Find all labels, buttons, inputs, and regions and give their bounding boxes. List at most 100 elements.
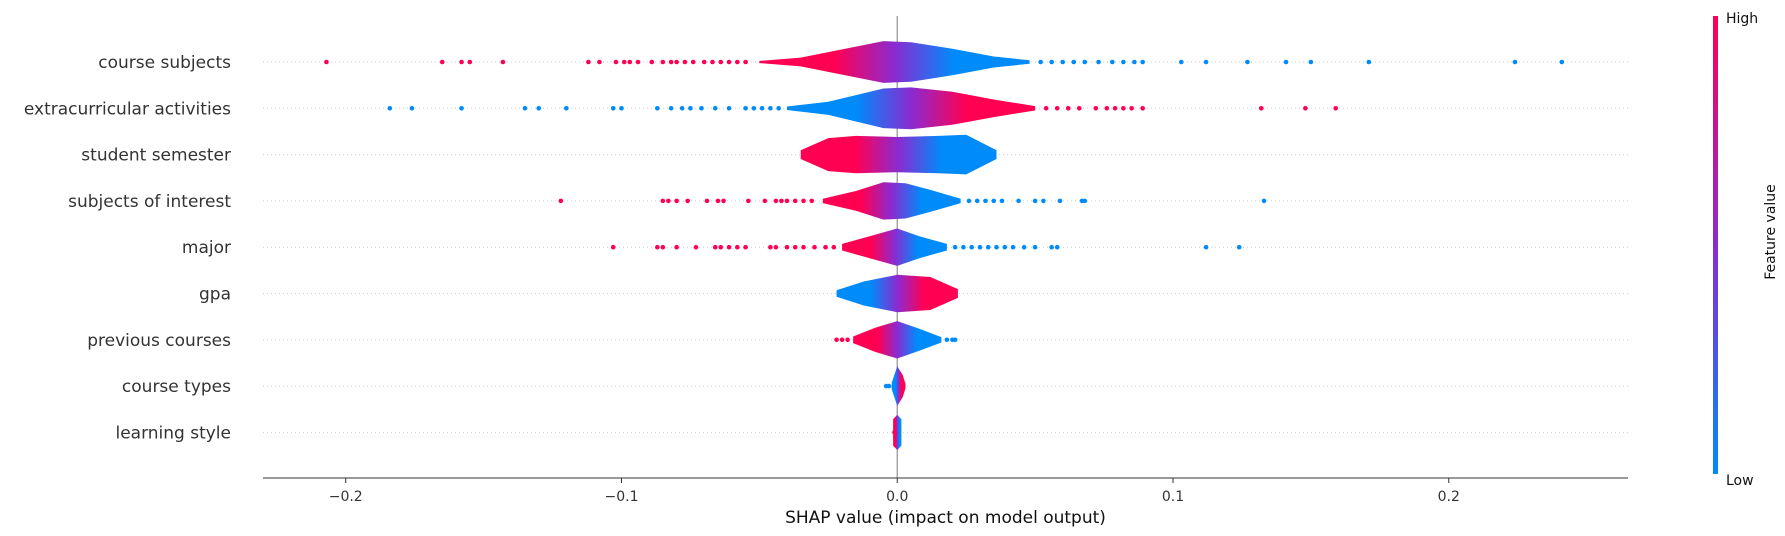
point-high-course-subjects-11 bbox=[649, 59, 655, 65]
violin-course-types bbox=[891, 366, 906, 406]
point-high-major-6 bbox=[718, 244, 724, 250]
point-low-course-subjects-14 bbox=[1308, 59, 1314, 65]
point-high-course-subjects-22 bbox=[743, 59, 748, 65]
point-high-major-0 bbox=[610, 244, 616, 250]
point-low-major-10 bbox=[1049, 244, 1054, 250]
point-low-course-subjects-1 bbox=[1049, 59, 1054, 65]
point-high-subjects-of-interest-9 bbox=[762, 198, 768, 204]
point-high-course-subjects-16 bbox=[690, 59, 696, 65]
point-high-course-subjects-21 bbox=[735, 59, 740, 65]
point-low-extracurricular-activities-8 bbox=[655, 106, 660, 111]
point-high-subjects-of-interest-2 bbox=[666, 198, 671, 204]
point-low-major-9 bbox=[1032, 244, 1038, 250]
violin-student-semester bbox=[800, 134, 997, 175]
x-tick-label-4: 0.2 bbox=[1438, 489, 1460, 505]
feature-labels: course subjects extracurricular activitie… bbox=[24, 53, 231, 443]
point-high-course-subjects-14 bbox=[674, 59, 679, 65]
feature-label-student-semester: student semester bbox=[81, 146, 231, 166]
point-low-extracurricular-activities-19 bbox=[776, 106, 781, 111]
point-high-extracurricular-activities-7 bbox=[1121, 106, 1126, 111]
colorbar-title: Feature value bbox=[1763, 184, 1779, 280]
point-low-extracurricular-activities-18 bbox=[768, 106, 773, 111]
colorbar: High Low Feature value bbox=[1713, 11, 1779, 489]
point-high-subjects-of-interest-1 bbox=[660, 198, 666, 204]
point-high-subjects-of-interest-3 bbox=[674, 198, 679, 204]
point-low-course-subjects-8 bbox=[1132, 59, 1137, 65]
point-low-subjects-of-interest-10 bbox=[1082, 198, 1088, 204]
point-low-major-12 bbox=[1203, 244, 1209, 250]
point-high-course-subjects-18 bbox=[710, 59, 715, 65]
point-high-course-subjects-19 bbox=[718, 59, 724, 65]
point-low-major-7 bbox=[1010, 244, 1016, 250]
feature-label-course-types: course types bbox=[122, 377, 231, 397]
point-low-major-5 bbox=[994, 244, 999, 250]
x-tick-label-2: 0.0 bbox=[886, 489, 908, 505]
point-low-subjects-of-interest-1 bbox=[974, 198, 980, 204]
point-low-previous-courses-2 bbox=[952, 337, 958, 343]
point-high-subjects-of-interest-13 bbox=[792, 198, 798, 204]
point-high-major-4 bbox=[693, 244, 699, 250]
point-high-course-subjects-7 bbox=[613, 59, 619, 65]
point-high-subjects-of-interest-10 bbox=[773, 198, 779, 204]
colorbar-high-label: High bbox=[1726, 11, 1758, 27]
point-high-major-7 bbox=[726, 244, 732, 250]
point-high-previous-courses-1 bbox=[839, 337, 845, 343]
point-low-extracurricular-activities-13 bbox=[712, 106, 718, 111]
point-high-extracurricular-activities-1 bbox=[1054, 106, 1060, 111]
point-low-major-11 bbox=[1054, 244, 1060, 250]
colorbar-low-label: Low bbox=[1726, 473, 1754, 489]
feature-label-major: major bbox=[182, 238, 231, 258]
point-high-course-subjects-6 bbox=[597, 59, 602, 65]
point-high-major-2 bbox=[660, 244, 666, 250]
point-low-extracurricular-activities-12 bbox=[699, 106, 704, 111]
point-low-major-4 bbox=[985, 244, 991, 250]
point-high-major-12 bbox=[784, 244, 790, 250]
point-high-major-11 bbox=[773, 244, 779, 250]
point-high-course-subjects-4 bbox=[500, 59, 506, 65]
point-high-course-subjects-20 bbox=[726, 59, 732, 65]
point-high-extracurricular-activities-9 bbox=[1140, 106, 1145, 111]
point-high-subjects-of-interest-15 bbox=[809, 198, 815, 204]
point-high-major-5 bbox=[712, 244, 718, 250]
colorbar-gradient bbox=[1713, 16, 1718, 474]
feature-label-learning-style: learning style bbox=[115, 423, 231, 443]
point-low-extracurricular-activities-9 bbox=[668, 106, 674, 111]
point-high-course-subjects-12 bbox=[660, 59, 666, 65]
point-low-extracurricular-activities-10 bbox=[679, 106, 685, 111]
point-low-subjects-of-interest-7 bbox=[1041, 198, 1046, 204]
point-high-subjects-of-interest-5 bbox=[704, 198, 710, 204]
violin-subjects-of-interest bbox=[822, 182, 961, 220]
x-tick-label-3: 0.1 bbox=[1162, 489, 1184, 505]
point-low-course-subjects-5 bbox=[1096, 59, 1101, 65]
point-low-major-0 bbox=[952, 244, 958, 250]
point-low-extracurricular-activities-17 bbox=[759, 106, 765, 111]
point-high-course-subjects-0 bbox=[324, 59, 329, 65]
point-high-major-15 bbox=[812, 244, 817, 250]
point-high-extracurricular-activities-8 bbox=[1129, 106, 1134, 111]
point-low-subjects-of-interest-6 bbox=[1032, 198, 1038, 204]
point-low-extracurricular-activities-16 bbox=[751, 106, 757, 111]
point-high-subjects-of-interest-12 bbox=[784, 198, 790, 204]
point-high-extracurricular-activities-3 bbox=[1076, 106, 1082, 111]
point-high-subjects-of-interest-7 bbox=[721, 198, 726, 204]
violin-major bbox=[842, 228, 947, 266]
violins bbox=[759, 41, 1036, 450]
point-high-course-subjects-8 bbox=[621, 59, 627, 65]
point-high-major-10 bbox=[768, 244, 773, 250]
point-high-course-subjects-9 bbox=[627, 59, 633, 65]
feature-label-gpa: gpa bbox=[199, 285, 231, 305]
point-high-course-subjects-17 bbox=[701, 59, 707, 65]
point-high-course-subjects-15 bbox=[682, 59, 688, 65]
point-low-extracurricular-activities-2 bbox=[459, 106, 464, 111]
point-low-course-subjects-12 bbox=[1245, 59, 1250, 65]
point-low-subjects-of-interest-8 bbox=[1057, 198, 1063, 204]
point-high-course-subjects-5 bbox=[586, 59, 591, 65]
point-low-extracurricular-activities-7 bbox=[619, 106, 624, 111]
point-low-major-2 bbox=[969, 244, 974, 250]
point-low-course-subjects-6 bbox=[1110, 59, 1115, 65]
point-high-course-subjects-13 bbox=[668, 59, 674, 65]
point-low-extracurricular-activities-3 bbox=[522, 106, 528, 111]
point-low-previous-courses-0 bbox=[944, 337, 950, 343]
x-tick-label-1: −0.1 bbox=[604, 489, 638, 505]
